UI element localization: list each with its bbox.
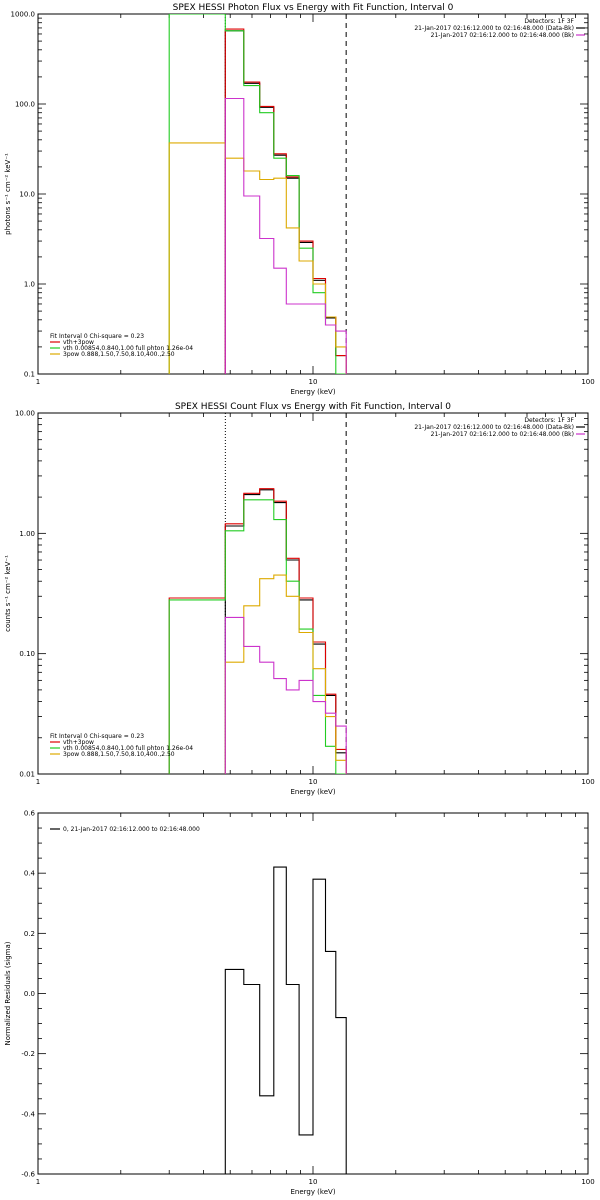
x-tick-label: 10 [309,778,318,786]
y-tick-label: -0.4 [21,1110,35,1118]
y-tick-label: -0.2 [21,1050,35,1058]
detectors-label: Detectors: 1F 3F [524,417,574,424]
x-tick-label: 100 [581,778,594,786]
fit-legend-entry: 3pow 0.888,1.50,7.50,8.10,400.,2.50 [63,351,175,358]
y-tick-label: 1000.0 [11,11,36,19]
y-tick-label: 1.00 [19,530,35,538]
x-tick-label: 100 [581,378,594,386]
fit-legend-entry: 3pow 0.888,1.50,7.50,8.10,400.,2.50 [63,751,175,758]
chart-panel-2: SPEX HESSI Count Flux vs Energy with Fit… [4,402,595,796]
y-axis-label: photons s⁻¹ cm⁻² keV⁻¹ [4,153,12,235]
x-tick-label: 10 [309,378,318,386]
series-line-bk [224,616,347,774]
chart-title: SPEX HESSI Photon Flux vs Energy with Fi… [173,3,454,13]
series-line-data-bk [224,30,347,374]
y-tick-label: 0.10 [19,650,35,658]
series-line-data-bk [224,489,347,774]
detectors-label: Detectors: 1F 3F [524,18,574,25]
fit-legend-entry: vth 0.00854,0.840,1.00 full phton 1.26e-… [63,745,193,752]
x-tick-label: 1 [36,778,40,786]
series-line-bk [224,97,347,374]
y-axis-label: counts s⁻¹ cm⁻² keV⁻¹ [4,555,12,632]
fit-legend-entry: vth+3pow [63,739,94,746]
legend-entry-text: 21-Jan-2017 02:16:12.000 to 02:16:48.000… [431,32,574,39]
fit-legend-entry: vth 0.00854,0.840,1.00 full phton 1.26e-… [63,345,193,352]
legend-entry-text: 21-Jan-2017 02:16:12.000 to 02:16:48.000… [414,25,574,32]
x-axis-label: Energy (keV) [290,1188,335,1196]
y-tick-label: 0.0 [24,990,35,998]
plot-frame [37,412,589,775]
series-line-0-21-jan-2017-02-16-12-000-to-02-16-48-000 [224,866,347,1174]
fit-legend-header: Fit Interval 0 Chi-square = 0.23 [50,733,144,740]
y-tick-label: 0.01 [19,771,35,779]
x-tick-label: 10 [309,1178,318,1186]
y-tick-label: 0.4 [24,870,36,878]
y-tick-label: -0.6 [21,1171,35,1179]
y-tick-label: 0.6 [24,810,36,818]
series-line-3pow [224,574,347,774]
y-tick-label: 0.1 [24,371,35,379]
series-line-vth [168,499,347,774]
legend-entry-text: 21-Jan-2017 02:16:12.000 to 02:16:48.000… [414,424,574,431]
y-tick-label: 1.0 [24,281,35,289]
series-line-3pow [168,142,347,374]
x-tick-label: 1 [36,1178,40,1186]
chart-title: SPEX HESSI Count Flux vs Energy with Fit… [175,402,451,412]
series-line-vth [168,14,347,374]
plot-frame [37,13,589,375]
x-tick-label: 100 [581,1178,594,1186]
x-axis-label: Energy (keV) [290,388,335,396]
y-tick-label: 100.0 [15,101,35,109]
x-axis-label: Energy (keV) [290,788,335,796]
y-tick-label: 0.2 [24,930,35,938]
legend-entry-text: 21-Jan-2017 02:16:12.000 to 02:16:48.000… [431,431,574,438]
y-tick-label: 10.0 [19,191,35,199]
fit-legend-entry: 0, 21-Jan-2017 02:16:12.000 to 02:16:48.… [63,826,200,833]
series-line-vth-3pow [168,488,347,774]
chart-panel-1: SPEX HESSI Photon Flux vs Energy with Fi… [4,3,595,396]
chart-panel-3: 1 10 100 Energy (keV) -0.6 -0.4 -0.2 0.0 0.2 0.4 0… [4,810,595,1197]
y-axis-label: Normalized Residuals (sigma) [4,941,12,1045]
x-tick-label: 1 [36,378,40,386]
y-tick-label: 10.00 [15,410,35,418]
fit-legend-entry: vth+3pow [63,339,94,346]
fit-legend-header: Fit Interval 0 Chi-square = 0.23 [50,333,144,340]
